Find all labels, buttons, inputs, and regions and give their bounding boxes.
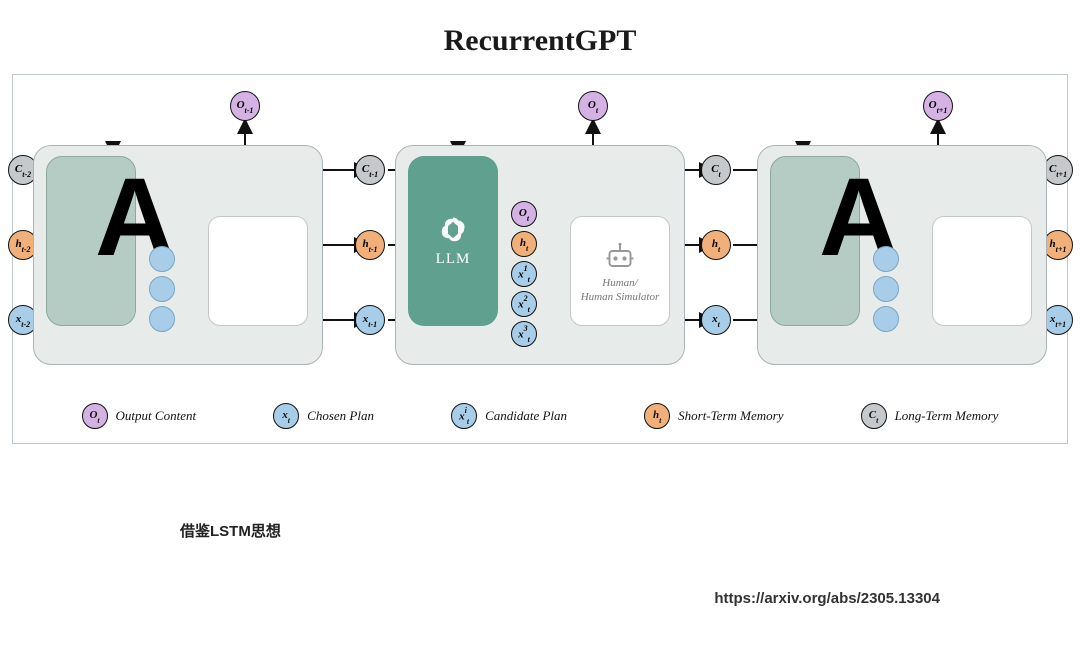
- node-c-t: Ct: [701, 155, 731, 185]
- legend-item-chosen: xt Chosen Plan: [273, 403, 374, 429]
- legend-item-shortterm: ht Short-Term Memory: [644, 403, 783, 429]
- openai-icon: [438, 215, 468, 245]
- node-x-tp1: xt+1: [1043, 305, 1073, 335]
- legend-item-output: Ot Output Content: [82, 403, 197, 429]
- legend-circle-output: Ot: [82, 403, 108, 429]
- legend-label-candidate: Candidate Plan: [485, 408, 567, 424]
- human-box-2: [932, 216, 1032, 326]
- node-h-tm1: ht-1: [355, 230, 385, 260]
- human-box-1: Human/ Human Simulator: [570, 216, 670, 326]
- cand-0-1: [149, 246, 175, 272]
- cell-tm1: A: [33, 145, 323, 365]
- cell-t: LLM Ot ht x1t x2t x3t Human/ Human Sim: [395, 145, 685, 365]
- page-title: RecurrentGPT: [0, 0, 1080, 74]
- legend-label-output: Output Content: [116, 408, 197, 424]
- legend-label-chosen: Chosen Plan: [307, 408, 374, 424]
- legend-circle-longterm: Ct: [861, 403, 887, 429]
- llm-box-1: LLM: [408, 156, 498, 326]
- node-int-ot: Ot: [511, 201, 537, 227]
- node-o-t: Ot: [578, 91, 608, 121]
- cells-row: A LLM Ot ht x1t x2t x3t: [13, 75, 1067, 385]
- cand-2-2: [873, 276, 899, 302]
- legend-circle-candidate: xit: [451, 403, 477, 429]
- cand-2-3: [873, 306, 899, 332]
- node-h-t: ht: [701, 230, 731, 260]
- cell-tp1: A: [757, 145, 1047, 365]
- legend-circle-shortterm: ht: [644, 403, 670, 429]
- legend-item-longterm: Ct Long-Term Memory: [861, 403, 999, 429]
- node-h-tp1: ht+1: [1043, 230, 1073, 260]
- node-x-t: xt: [701, 305, 731, 335]
- source-url: https://arxiv.org/abs/2305.13304: [714, 590, 940, 607]
- node-int-x3: x3t: [511, 321, 537, 347]
- node-int-x2: x2t: [511, 291, 537, 317]
- human-box-0: [208, 216, 308, 326]
- cand-0-3: [149, 306, 175, 332]
- legend-label-longterm: Long-Term Memory: [895, 408, 999, 424]
- llm-label: LLM: [436, 251, 471, 268]
- node-c-tm1: Ct-1: [355, 155, 385, 185]
- human-label-2: Human Simulator: [581, 291, 660, 303]
- legend-label-shortterm: Short-Term Memory: [678, 408, 783, 424]
- node-x-tm1: xt-1: [355, 305, 385, 335]
- legend: Ot Output Content xt Chosen Plan xit Can…: [13, 403, 1067, 429]
- robot-icon: [600, 239, 640, 275]
- caption-text: 借鉴LSTM思想: [180, 520, 281, 541]
- llm-box-0: A: [46, 156, 136, 326]
- node-o-tp1: Ot+1: [923, 91, 953, 121]
- diagram-frame: Ot-1 Ot Ot+1 + + + Ct-2 ht-2 xt-2 Ct-1 h…: [12, 74, 1068, 444]
- legend-circle-chosen: xt: [273, 403, 299, 429]
- node-int-ht: ht: [511, 231, 537, 257]
- legend-item-candidate: xit Candidate Plan: [451, 403, 567, 429]
- node-o-tm1: Ot-1: [230, 91, 260, 121]
- node-c-tp1: Ct+1: [1043, 155, 1073, 185]
- llm-box-2: A: [770, 156, 860, 326]
- cand-0-2: [149, 276, 175, 302]
- human-label-1: Human/: [602, 277, 637, 289]
- cand-2-1: [873, 246, 899, 272]
- node-int-x1: x1t: [511, 261, 537, 287]
